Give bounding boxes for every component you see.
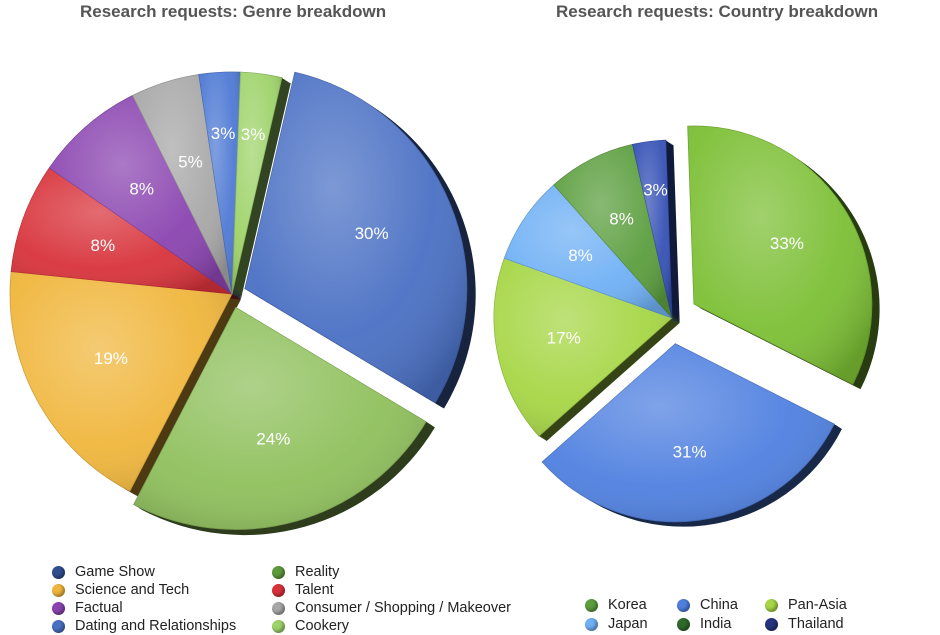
genre-legend-item-science-and-tech: Science and Tech bbox=[52, 582, 189, 598]
genre-legend-item-factual: Factual bbox=[52, 600, 123, 616]
genre-label-cookery: 3% bbox=[241, 125, 266, 144]
genre-pie: 30% 24% 19% 8% 8% 5% 3% 3% bbox=[9, 71, 476, 536]
genre-legend-label-game-show: Game Show bbox=[75, 564, 155, 580]
country-legend-item-thailand: Thailand bbox=[765, 616, 844, 632]
genre-legend-item-consumer-shopping-makeover: Consumer / Shopping / Makeover bbox=[272, 600, 511, 616]
genre-slice-gloss-factual bbox=[49, 95, 233, 294]
genre-slice-gloss-reality bbox=[133, 307, 427, 530]
genre-legend-label-science-and-tech: Science and Tech bbox=[75, 582, 190, 598]
country-chart-title: Research requests: Country breakdown bbox=[556, 2, 879, 21]
country-legend-item-korea: Korea bbox=[585, 597, 647, 613]
country-label-india: 8% bbox=[609, 209, 634, 228]
country-slice-gloss-india bbox=[553, 144, 672, 318]
genre-legend-label-consumer-shopping-makeover: Consumer / Shopping / Makeover bbox=[295, 600, 511, 616]
genre-slice-gloss-dating-and-relationships bbox=[244, 72, 467, 403]
country-slice-gloss-china bbox=[542, 343, 835, 522]
country-legend-item-india: India bbox=[677, 616, 731, 632]
country-label-japan: 8% bbox=[568, 246, 593, 265]
genre-legend-swatch-dating-and-relationships bbox=[52, 619, 65, 633]
genre-legend-label-cookery: Cookery bbox=[295, 618, 349, 634]
genre-legend-item-talent: Talent bbox=[272, 582, 334, 598]
genre-label-game-show: 3% bbox=[211, 124, 236, 143]
country-legend-label-korea: Korea bbox=[608, 597, 647, 613]
genre-slice-gloss-game-show bbox=[198, 71, 241, 294]
country-legend-swatch-india bbox=[677, 617, 690, 631]
country-legend-swatch-china bbox=[677, 598, 690, 612]
genre-legend-label-factual: Factual bbox=[75, 600, 123, 616]
country-label-china: 31% bbox=[673, 443, 707, 462]
genre-legend-swatch-cookery bbox=[272, 619, 285, 633]
genre-legend-item-game-show: Game Show bbox=[52, 564, 155, 580]
genre-legend-item-dating-and-relationships: Dating and Relationships bbox=[52, 618, 236, 634]
genre-label-factual: 8% bbox=[129, 180, 154, 199]
country-legend-item-china: China bbox=[677, 597, 738, 613]
genre-legend-swatch-talent bbox=[272, 583, 285, 597]
genre-label-consumer-shopping-makeover: 5% bbox=[178, 152, 203, 171]
country-legend-swatch-korea bbox=[585, 598, 598, 612]
genre-slice-gloss-science-and-tech bbox=[10, 271, 232, 492]
genre-legend-label-dating-and-relationships: Dating and Relationships bbox=[75, 618, 237, 634]
genre-label-reality: 24% bbox=[256, 429, 290, 448]
genre-legend-label-talent: Talent bbox=[295, 582, 334, 598]
genre-slice-gloss-talent bbox=[11, 167, 233, 294]
country-label-pan-asia: 33% bbox=[770, 234, 804, 253]
genre-legend-label-reality: Reality bbox=[295, 564, 340, 580]
genre-legend-swatch-science-and-tech bbox=[52, 583, 65, 597]
country-legend-item-japan: Japan bbox=[585, 616, 648, 632]
genre-label-dating-and-relationships: 30% bbox=[355, 224, 389, 243]
country-slice-gloss-thailand bbox=[632, 140, 672, 318]
country-slice-gloss-pan-asia bbox=[687, 125, 872, 385]
genre-legend-swatch-factual bbox=[52, 601, 65, 615]
country-legend-label-japan: Japan bbox=[608, 616, 648, 632]
genre-slice-gloss-consumer-shopping-makeover bbox=[132, 74, 232, 294]
genre-label-science-and-tech: 19% bbox=[94, 349, 128, 368]
country-legend-swatch-japan bbox=[585, 617, 598, 631]
country-slice-gloss-japan bbox=[504, 184, 672, 318]
genre-chart-title: Research requests: Genre breakdown bbox=[80, 2, 387, 21]
genre-legend-swatch-consumer-shopping-makeover bbox=[272, 601, 285, 615]
country-legend-label-thailand: Thailand bbox=[788, 616, 844, 632]
genre-legend-swatch-game-show bbox=[52, 565, 65, 579]
country-legend-swatch-pan-asia bbox=[765, 598, 778, 612]
country-pie: 33% 31% 17% 8% 8% 3% bbox=[493, 125, 880, 527]
genre-legend-item-reality: Reality bbox=[272, 564, 339, 580]
genre-legend-swatch-reality bbox=[272, 565, 285, 579]
country-label-thailand: 3% bbox=[643, 180, 668, 199]
country-legend-label-pan-asia: Pan-Asia bbox=[788, 597, 847, 613]
country-legend-label-india: India bbox=[700, 616, 732, 632]
country-label-korea: 17% bbox=[547, 329, 581, 348]
genre-label-talent: 8% bbox=[91, 236, 116, 255]
genre-slice-gloss-cookery bbox=[232, 72, 282, 294]
country-legend-label-china: China bbox=[700, 597, 738, 613]
genre-legend-item-cookery: Cookery bbox=[272, 618, 349, 634]
country-slice-gloss-korea bbox=[493, 258, 672, 437]
country-legend-swatch-thailand bbox=[765, 617, 778, 631]
country-legend-item-pan-asia: Pan-Asia bbox=[765, 597, 847, 613]
